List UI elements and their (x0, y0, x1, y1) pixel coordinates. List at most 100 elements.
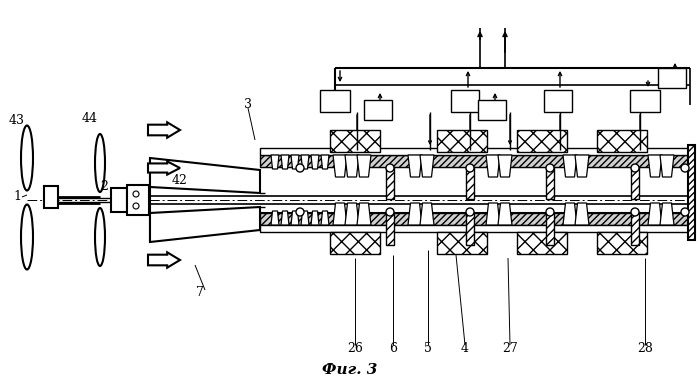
Bar (386, 167, 394, 199)
Polygon shape (281, 211, 289, 225)
Polygon shape (498, 155, 512, 177)
Bar (544, 90, 572, 112)
Bar (466, 167, 474, 199)
Polygon shape (660, 203, 674, 225)
Bar (451, 90, 479, 112)
Polygon shape (486, 155, 500, 177)
Text: Фиг. 3: Фиг. 3 (322, 363, 378, 377)
Circle shape (631, 208, 639, 216)
Polygon shape (345, 203, 359, 225)
Text: 44: 44 (82, 111, 98, 125)
Bar (320, 90, 350, 112)
Text: 4: 4 (461, 342, 469, 355)
Bar (597, 130, 647, 152)
Text: 1: 1 (13, 190, 21, 204)
Ellipse shape (95, 134, 105, 192)
Polygon shape (291, 211, 299, 225)
Polygon shape (291, 155, 299, 169)
Polygon shape (420, 203, 434, 225)
Bar (260, 225, 692, 232)
Bar (386, 213, 394, 245)
Bar (330, 130, 380, 152)
Bar (330, 232, 380, 254)
Circle shape (466, 164, 474, 172)
Circle shape (133, 203, 139, 209)
Bar (260, 148, 692, 155)
Polygon shape (333, 203, 347, 225)
Polygon shape (321, 211, 329, 225)
Polygon shape (575, 203, 589, 225)
Bar (111, 188, 127, 212)
Circle shape (681, 164, 689, 172)
Bar (631, 213, 639, 245)
Polygon shape (498, 203, 512, 225)
Text: 26: 26 (347, 342, 363, 355)
Bar (260, 155, 692, 167)
Bar (517, 130, 567, 152)
Circle shape (546, 208, 554, 216)
Polygon shape (271, 211, 279, 225)
Circle shape (466, 208, 474, 216)
Bar (478, 100, 506, 120)
Polygon shape (150, 158, 260, 193)
Bar (466, 213, 474, 245)
Bar (597, 232, 647, 254)
Polygon shape (420, 155, 434, 177)
Polygon shape (563, 203, 577, 225)
Polygon shape (148, 252, 180, 268)
Polygon shape (148, 122, 180, 138)
Polygon shape (408, 203, 422, 225)
Bar (127, 185, 149, 215)
Polygon shape (301, 211, 309, 225)
Polygon shape (357, 203, 371, 225)
Polygon shape (563, 155, 577, 177)
Circle shape (296, 208, 304, 216)
Polygon shape (486, 203, 500, 225)
Polygon shape (311, 211, 319, 225)
Polygon shape (408, 155, 422, 177)
Text: 43: 43 (9, 114, 25, 127)
Polygon shape (648, 203, 662, 225)
Bar (546, 213, 554, 245)
Circle shape (681, 208, 689, 216)
Text: 42: 42 (172, 174, 188, 187)
Bar (546, 167, 554, 199)
Circle shape (631, 164, 639, 172)
Circle shape (296, 164, 304, 172)
Text: 27: 27 (502, 342, 518, 355)
Bar (631, 167, 639, 199)
Text: 3: 3 (244, 98, 252, 111)
Text: 6: 6 (389, 342, 397, 355)
Text: 28: 28 (637, 342, 653, 355)
Circle shape (386, 208, 394, 216)
Polygon shape (660, 155, 674, 177)
Text: 7: 7 (196, 287, 204, 299)
Bar (658, 68, 686, 88)
Polygon shape (150, 207, 260, 242)
Ellipse shape (21, 125, 33, 190)
Bar (630, 90, 660, 112)
Polygon shape (345, 155, 359, 177)
Polygon shape (321, 155, 329, 169)
Bar (517, 232, 567, 254)
Polygon shape (301, 155, 309, 169)
Bar (688, 145, 695, 240)
Text: 5: 5 (424, 342, 432, 355)
Polygon shape (575, 155, 589, 177)
Text: 2: 2 (100, 180, 108, 193)
Polygon shape (148, 162, 180, 174)
Bar (44, 186, 58, 208)
Circle shape (546, 164, 554, 172)
Circle shape (386, 164, 394, 172)
Bar (260, 213, 692, 225)
Bar (437, 130, 487, 152)
Polygon shape (311, 155, 319, 169)
Circle shape (133, 191, 139, 197)
Polygon shape (333, 155, 347, 177)
Polygon shape (271, 155, 279, 169)
Polygon shape (357, 155, 371, 177)
Ellipse shape (95, 208, 105, 266)
Bar (364, 100, 392, 120)
Ellipse shape (21, 204, 33, 269)
Polygon shape (281, 155, 289, 169)
